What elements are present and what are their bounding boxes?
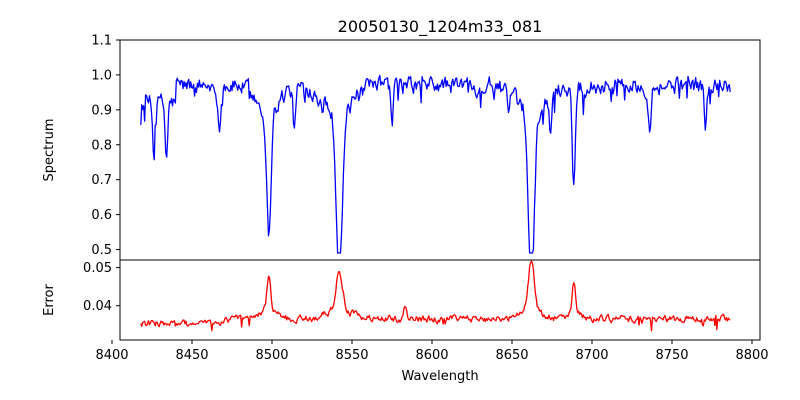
x-tick-label: 8400 (95, 348, 128, 363)
x-tick-label: 8700 (575, 348, 608, 363)
spectrum-y-tick-label: 0.9 (91, 103, 112, 118)
error-axes-frame (119, 259, 761, 341)
spectrum-line (140, 74, 731, 254)
spectrum-y-tick-label: 0.7 (91, 173, 112, 188)
spectrum-y-tick-label: 0.5 (91, 243, 112, 258)
spectrum-y-axis-label: Spectrum (42, 119, 57, 182)
x-tick-label: 8650 (495, 348, 528, 363)
spectrum-plot-area (120, 40, 760, 260)
spectrum-series (140, 74, 731, 254)
error-y-tick-label: 0.04 (83, 299, 112, 314)
spectrum-y-tick-label: 1.1 (91, 34, 112, 49)
error-series (140, 260, 731, 332)
x-tick-label: 8550 (335, 348, 368, 363)
error-y-tick-label: 0.05 (83, 261, 112, 276)
error-plot-area (120, 260, 760, 340)
x-axis-label: Wavelength (401, 369, 478, 384)
chart-title: 20050130_1204m33_081 (338, 17, 543, 37)
error-y-ticks: 0.04 0.05 (83, 261, 120, 314)
spectrum-y-tick-label: 0.8 (91, 138, 112, 153)
spectrum-y-tick-label: 0.6 (91, 208, 112, 223)
x-tick-label: 8750 (655, 348, 688, 363)
spectrum-y-tick-label: 1.0 (91, 68, 112, 83)
error-y-axis-label: Error (42, 284, 57, 316)
x-tick-label: 8600 (415, 348, 448, 363)
error-line (140, 260, 731, 332)
spectrum-y-ticks: 0.5 0.6 0.7 0.8 0.9 1.0 1.1 (91, 34, 120, 258)
x-tick-label: 8450 (175, 348, 208, 363)
x-ticks: 8400 8450 8500 8550 8600 8650 8700 8750 8800 (95, 340, 769, 363)
x-tick-label: 8800 (735, 348, 768, 363)
x-tick-label: 8500 (255, 348, 288, 363)
